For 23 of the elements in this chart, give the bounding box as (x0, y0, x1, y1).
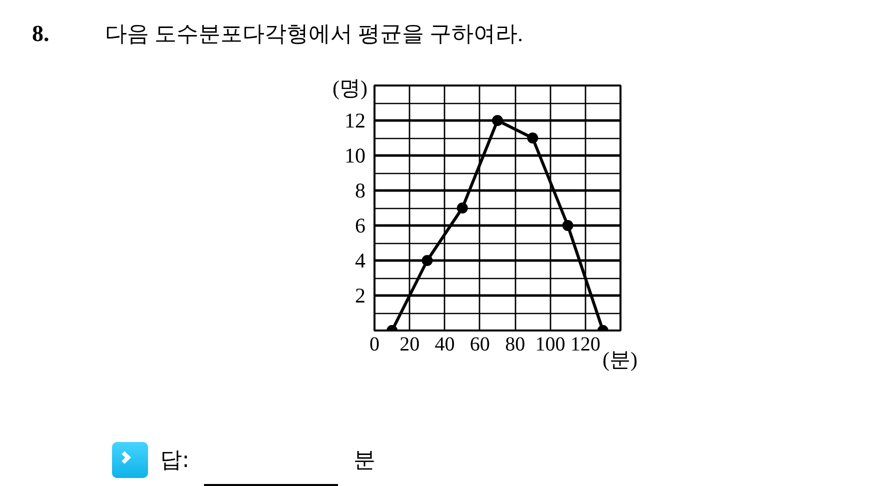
x-tick-label: 40 (434, 334, 455, 356)
chart-title: 8. 다음 도수분포다각형에서 평균을 구하여라. (32, 21, 523, 46)
x-axis-title: (분) (602, 348, 638, 372)
x-tick-label: 20 (400, 334, 420, 356)
point (492, 115, 503, 126)
x-tick-label: 100 (535, 334, 566, 356)
point (527, 132, 538, 144)
y-tick-label: 2 (355, 284, 366, 308)
y-tick-label: 8 (355, 178, 366, 202)
point (422, 255, 433, 266)
text: 답: (160, 448, 190, 473)
x-tick-label: 120 (570, 334, 600, 356)
point (562, 220, 574, 231)
y-tick-label: 12 (344, 108, 366, 132)
y-axis-title: (명) (332, 76, 368, 100)
x-tick-label: 0 (370, 334, 380, 356)
y-tick-label: 10 (344, 144, 366, 168)
point (456, 202, 468, 214)
y-tick-label: 6 (355, 214, 366, 238)
x-tick-label: 80 (505, 334, 526, 356)
text: 분 (353, 448, 376, 473)
x-tick-label: 60 (470, 334, 490, 356)
y-tick-label: 4 (355, 248, 366, 272)
